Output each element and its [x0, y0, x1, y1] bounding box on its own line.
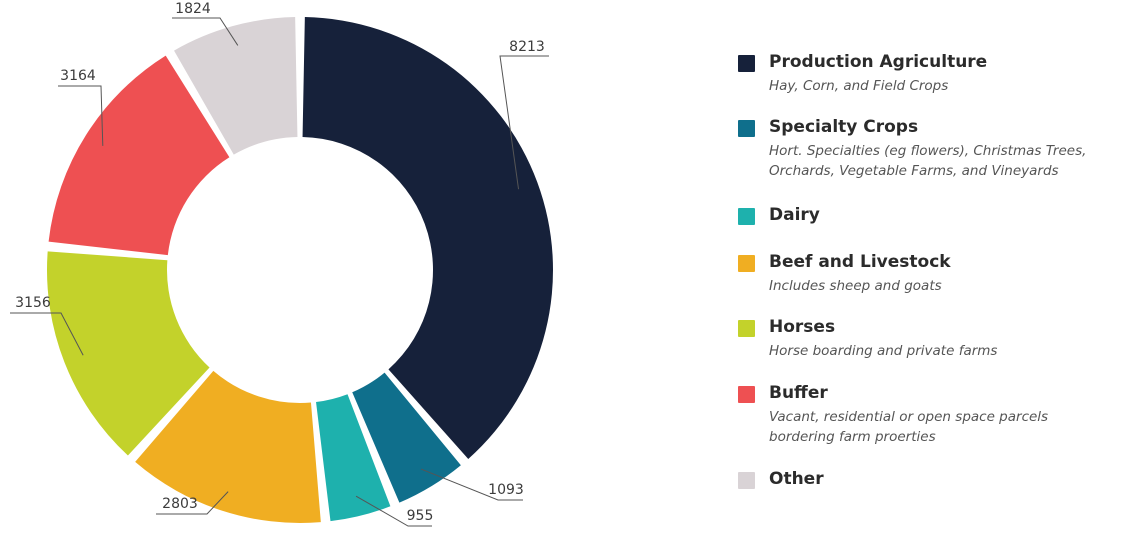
donut-slice-production-agriculture — [302, 17, 554, 459]
data-label-horses: 3156 — [15, 295, 51, 311]
donut-slices — [47, 17, 554, 523]
donut-slice-specialty-crops — [352, 372, 461, 503]
donut-slice-beef-and-livestock — [135, 370, 321, 523]
data-label-dairy: 955 — [407, 508, 434, 524]
donut-slice-buffer — [48, 55, 230, 256]
leader-line-horses — [10, 312, 84, 356]
donut-slice-horses — [47, 251, 210, 456]
leader-line-other — [172, 17, 239, 46]
leader-lines — [10, 17, 549, 527]
donut-slice-other — [174, 17, 298, 155]
data-label-buffer: 3164 — [60, 68, 96, 84]
leader-line-production-agriculture — [499, 55, 549, 190]
data-label-beef-and-livestock: 2803 — [162, 496, 198, 512]
data-label-production-agriculture: 8213 — [509, 39, 545, 55]
leader-line-beef-and-livestock — [156, 491, 229, 515]
donut-slice-dairy — [316, 394, 391, 522]
data-label-other: 1824 — [175, 1, 211, 17]
leader-line-specialty-crops — [420, 468, 523, 501]
data-label-specialty-crops: 1093 — [488, 482, 524, 498]
leader-line-dairy — [355, 495, 432, 527]
data-labels: 8213 1093 955 2803 3156 3164 1824 — [15, 1, 545, 524]
leader-line-buffer — [58, 85, 104, 146]
